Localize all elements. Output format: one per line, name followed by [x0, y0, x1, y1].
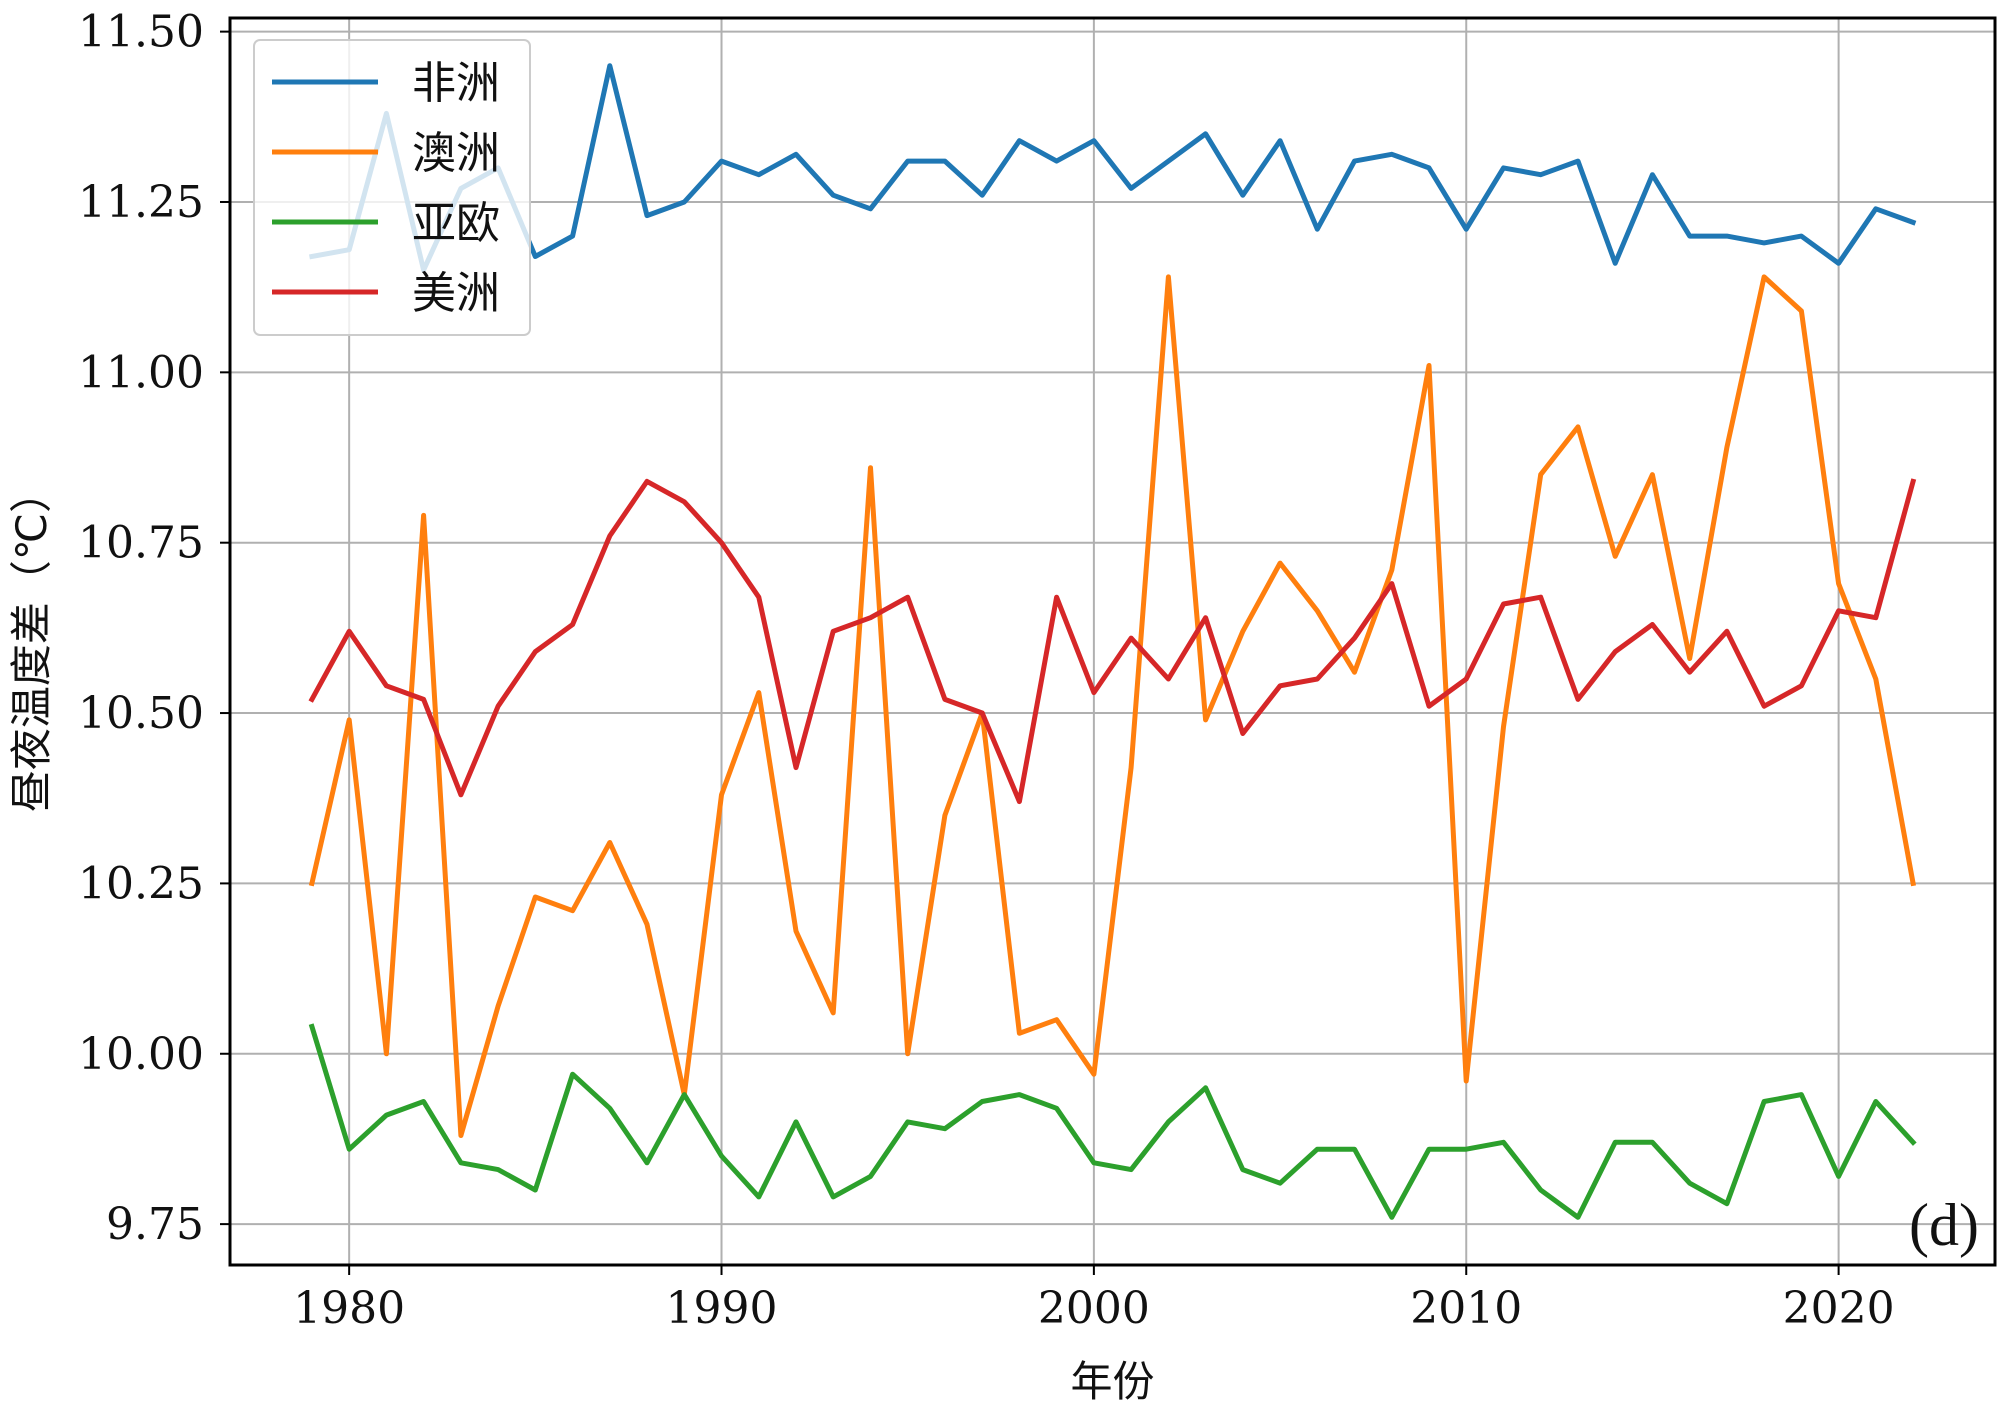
y-tick-label: 11.50 — [78, 7, 204, 58]
series-line-非洲 — [308, 63, 1917, 273]
y-tick-label: 11.25 — [78, 177, 204, 228]
panel-label: (d) — [1909, 1192, 1979, 1258]
axis-ticks: 1980 1990 2000 2010 2020 9.75 10.00 10.25 10.50 1… — [78, 7, 1895, 1334]
x-tick-label: 2020 — [1783, 1283, 1895, 1334]
x-tick-label: 1990 — [666, 1283, 778, 1334]
series-lines — [308, 63, 1917, 1220]
y-tick-label: 10.75 — [78, 518, 204, 569]
x-tick-label: 2010 — [1410, 1283, 1522, 1334]
legend-box — [253, 39, 531, 336]
y-tick-label: 9.75 — [106, 1199, 204, 1250]
y-tick-label: 10.50 — [78, 688, 204, 739]
x-axis-title: 年份 — [1070, 1357, 1154, 1406]
legend-label: 非洲 — [412, 58, 500, 109]
x-tick-label: 1980 — [293, 1283, 405, 1334]
y-axis-title: 昼夜温度差（℃） — [7, 471, 56, 812]
plot-frame — [228, 16, 1997, 1267]
series-line-美洲 — [308, 478, 1917, 805]
legend-label: 美洲 — [412, 268, 500, 319]
series-line-亚欧 — [308, 1023, 1917, 1220]
y-tick-label: 10.25 — [78, 858, 204, 909]
y-tick-label: 11.00 — [78, 347, 204, 398]
y-tick-label: 10.00 — [78, 1029, 204, 1080]
series-line-澳洲 — [308, 274, 1917, 1138]
x-tick-label: 2000 — [1038, 1283, 1150, 1334]
legend-label: 亚欧 — [412, 198, 500, 249]
legend-label: 澳洲 — [412, 128, 500, 179]
